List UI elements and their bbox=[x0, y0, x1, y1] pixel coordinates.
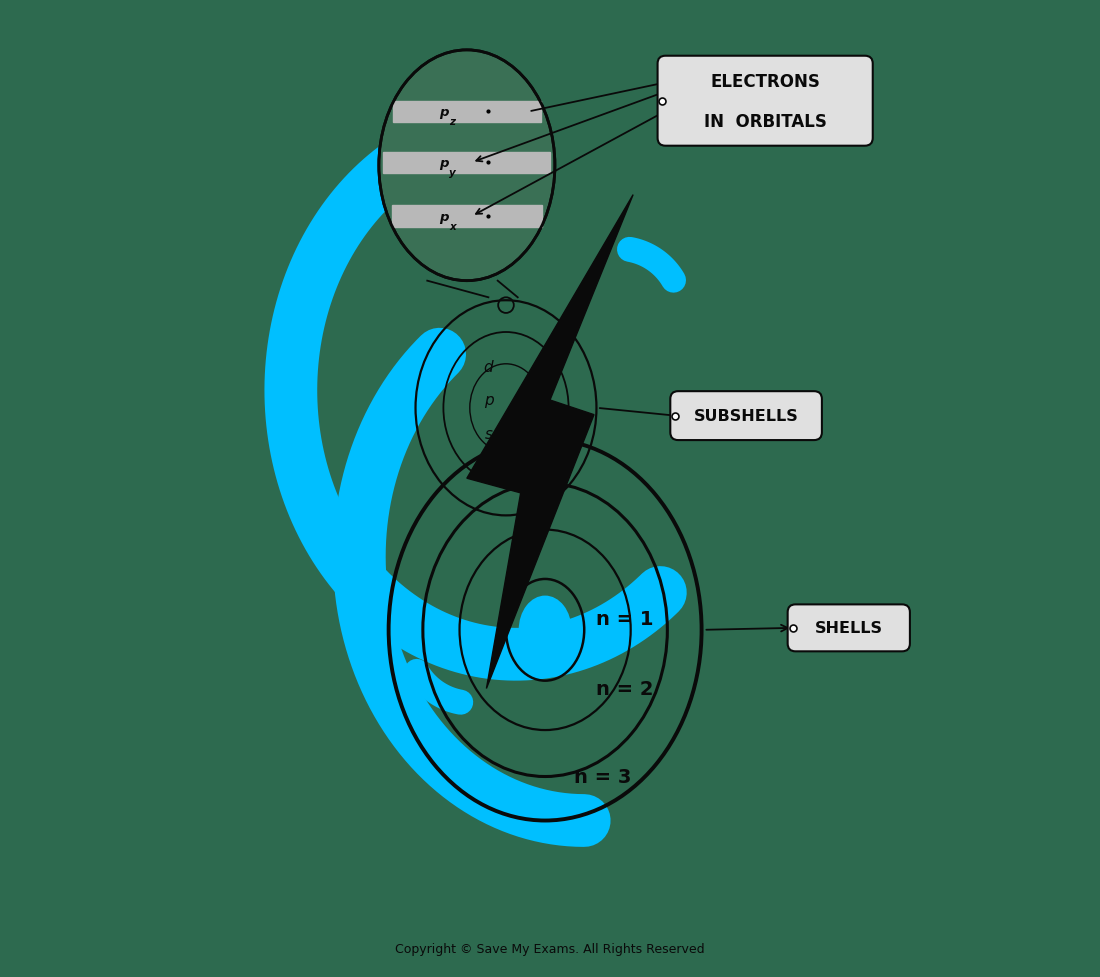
Polygon shape bbox=[466, 195, 634, 689]
Ellipse shape bbox=[519, 596, 572, 664]
FancyArrow shape bbox=[393, 102, 541, 123]
FancyBboxPatch shape bbox=[658, 57, 872, 147]
Text: p: p bbox=[440, 210, 449, 224]
Text: Copyright © Save My Exams. All Rights Reserved: Copyright © Save My Exams. All Rights Re… bbox=[395, 943, 705, 956]
Text: x: x bbox=[449, 222, 456, 232]
Text: SHELLS: SHELLS bbox=[815, 620, 883, 636]
FancyArrow shape bbox=[392, 206, 542, 228]
Text: n = 1: n = 1 bbox=[596, 609, 653, 628]
Text: ELECTRONS: ELECTRONS bbox=[711, 72, 821, 91]
FancyBboxPatch shape bbox=[670, 392, 822, 441]
Text: s: s bbox=[484, 426, 493, 442]
Text: p: p bbox=[484, 393, 493, 408]
Text: SUBSHELLS: SUBSHELLS bbox=[694, 408, 799, 424]
Text: p: p bbox=[440, 106, 449, 119]
Text: d: d bbox=[484, 360, 493, 375]
FancyArrow shape bbox=[383, 152, 550, 174]
Text: n = 3: n = 3 bbox=[574, 767, 631, 786]
Text: IN  ORBITALS: IN ORBITALS bbox=[704, 112, 826, 131]
Text: p: p bbox=[440, 156, 449, 170]
Ellipse shape bbox=[378, 51, 554, 281]
Text: n = 2: n = 2 bbox=[596, 679, 653, 699]
FancyBboxPatch shape bbox=[788, 605, 910, 652]
Text: y: y bbox=[449, 168, 456, 178]
Text: z: z bbox=[449, 117, 455, 127]
